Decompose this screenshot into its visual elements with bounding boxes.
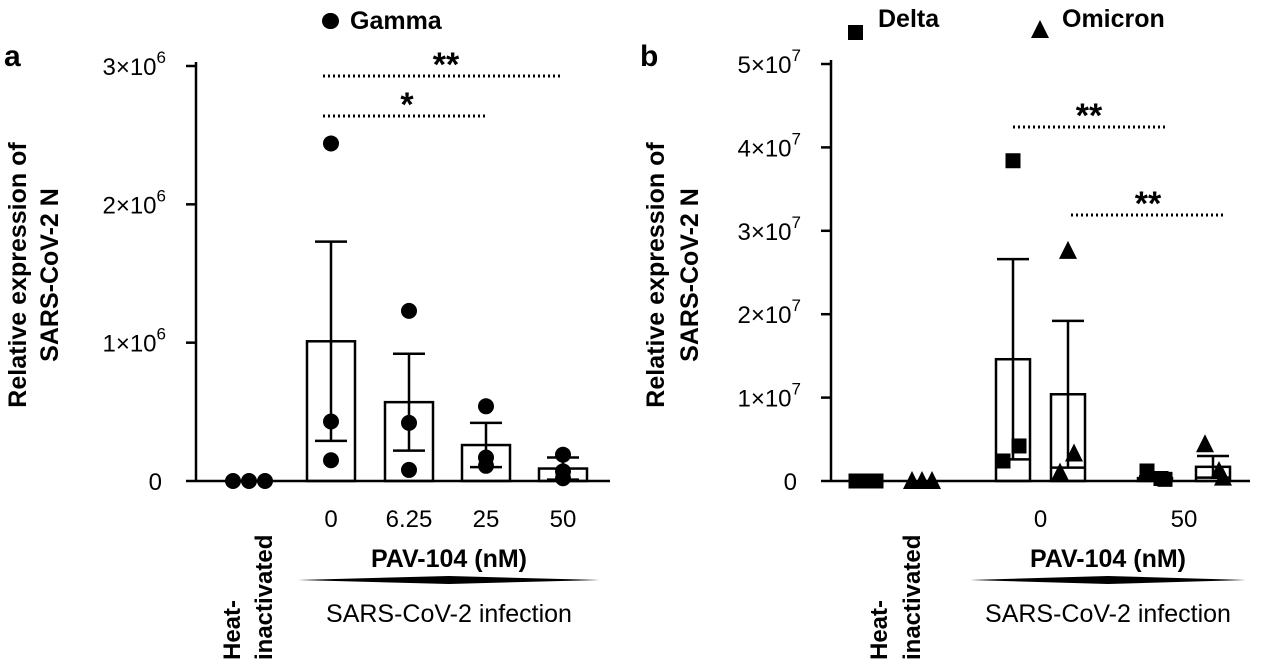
panel-a-group-label: SARS-CoV-2 infection	[326, 600, 572, 628]
panel-a-legend-gamma-marker	[322, 13, 338, 29]
panel-a-significance-stars-0-25: *	[400, 86, 414, 124]
panel-b-points	[848, 153, 1232, 489]
panel-b-bars	[994, 257, 1232, 483]
panel-a-y-axis-label-line-2: SARS-CoV-2 N	[36, 188, 64, 362]
panel-b-y-axis-label-line-1: Relative expression of	[642, 142, 670, 408]
panel-a-point-gamma	[323, 413, 339, 430]
panel-a-y-tick-label: 0	[149, 469, 162, 496]
panel-b-y-ticks: 0 1×107 2×107 3×107 4×107 5×107	[737, 46, 831, 496]
panel-b-point-omicron	[1065, 443, 1083, 462]
panel-a-point-gamma	[323, 452, 339, 469]
panel-a-significance: ** *	[323, 46, 560, 124]
panel-a-x-tick-label: 6.25	[386, 506, 433, 533]
panel-b-point-omicron	[1196, 434, 1214, 453]
panel-b-x-axis-label: PAV-104 (nM)	[1030, 545, 1186, 573]
panel-b-legend-delta-label: Delta	[878, 5, 940, 33]
panel-a-letter: a	[4, 40, 21, 73]
panel-a-point-gamma	[401, 302, 417, 319]
panel-a-group-bracket	[298, 576, 600, 584]
panel-a-point-gamma	[323, 135, 339, 152]
panel-b-control-label-line-2: inactivated	[899, 535, 926, 660]
panel-a-point-gamma	[555, 470, 571, 487]
panel-b-legend-omicron-marker	[1031, 20, 1049, 38]
panel-b-y-tick-label: 5×107	[737, 46, 801, 79]
panel-b-legend-omicron-label: Omicron	[1062, 5, 1165, 33]
panel-a-points	[225, 13, 571, 489]
panel-b-point-omicron	[1214, 467, 1232, 486]
panel-b-y-tick-label: 1×107	[737, 380, 801, 413]
panel-a-point-gamma	[257, 473, 273, 489]
panel-b-x-tick-label: 0	[1034, 506, 1047, 533]
panel-b-y-tick-label: 0	[784, 469, 797, 496]
panel-b-y-axis-label: Relative expression of SARS-CoV-2 N	[642, 142, 704, 408]
panel-a-point-gamma	[555, 446, 571, 463]
panel-a-point-gamma	[478, 398, 494, 415]
panel-a-point-gamma	[401, 461, 417, 478]
panel-a-y-tick-label: 3×106	[102, 48, 166, 81]
panel-b-significance-stars-omicron: **	[1135, 185, 1162, 223]
panel-a-point-gamma	[225, 473, 241, 489]
panel-b-point-omicron	[923, 471, 941, 489]
panel-a-y-tick-label: 1×106	[102, 325, 166, 358]
panel-b-point-delta	[868, 473, 884, 489]
panel-b-legend: Delta Omicron	[848, 5, 1165, 40]
panel-b-y-tick-label: 3×107	[737, 213, 801, 246]
panel-a-x-axis-label: PAV-104 (nM)	[371, 545, 527, 573]
panel-a-y-tick-label: 2×106	[102, 186, 166, 219]
panel-a-legend-gamma-label: Gamma	[350, 7, 443, 35]
panel-a-x-tick-label: 0	[324, 506, 337, 533]
panel-a-y-axis-label: Relative expression of SARS-CoV-2 N	[4, 142, 64, 408]
panel-a-y-axis-label-line-1: Relative expression of	[4, 142, 32, 408]
panel-b-point-delta	[1157, 471, 1173, 487]
panel-b-point-delta	[1011, 438, 1027, 454]
panel-b-point-delta	[995, 453, 1011, 469]
panel-a-point-gamma	[401, 414, 417, 431]
panel-b-group-bracket	[970, 576, 1246, 584]
panel-a: a Relative expression of SARS-CoV-2 N 0 1…	[4, 7, 610, 660]
panel-a-point-gamma	[241, 473, 257, 489]
panel-b-significance: ** **	[1013, 97, 1225, 223]
panel-b-x-tick-labels: 0 50	[1034, 506, 1198, 533]
panel-b-point-delta	[1139, 463, 1155, 479]
panel-b-group-label: SARS-CoV-2 infection	[985, 600, 1231, 628]
panel-a-legend: Gamma	[322, 7, 443, 35]
panel-b-y-axis-label-line-2: SARS-CoV-2 N	[676, 188, 704, 362]
panel-a-control-label-line-1: Heat-	[219, 600, 246, 660]
panel-a-x-tick-labels: 0 6.25 25 50	[324, 506, 576, 533]
panel-b: b Relative expression of SARS-CoV-2 N 0 1…	[640, 5, 1250, 660]
panel-b-y-tick-label: 4×107	[737, 129, 801, 162]
panel-a-significance-stars-0-50: **	[433, 46, 460, 84]
panel-b-letter: b	[640, 40, 658, 73]
panel-b-point-omicron	[1059, 240, 1077, 259]
panel-a-bars	[305, 240, 589, 483]
panel-b-control-label-line-1: Heat-	[866, 600, 893, 660]
panel-a-x-tick-label: 50	[550, 506, 577, 533]
panel-b-legend-delta-marker	[848, 25, 863, 40]
panel-a-y-ticks: 0 1×106 2×106 3×106	[102, 48, 196, 496]
panel-b-x-tick-label: 50	[1171, 506, 1198, 533]
panel-a-x-tick-label: 25	[473, 506, 500, 533]
panel-a-control-label-line-2: inactivated	[251, 535, 278, 660]
panel-a-point-gamma	[478, 457, 494, 474]
panel-b-point-omicron	[1051, 462, 1069, 481]
panel-b-significance-stars-delta: **	[1076, 97, 1103, 135]
panel-b-y-tick-label: 2×107	[737, 296, 801, 329]
panel-b-point-delta	[1005, 153, 1021, 169]
